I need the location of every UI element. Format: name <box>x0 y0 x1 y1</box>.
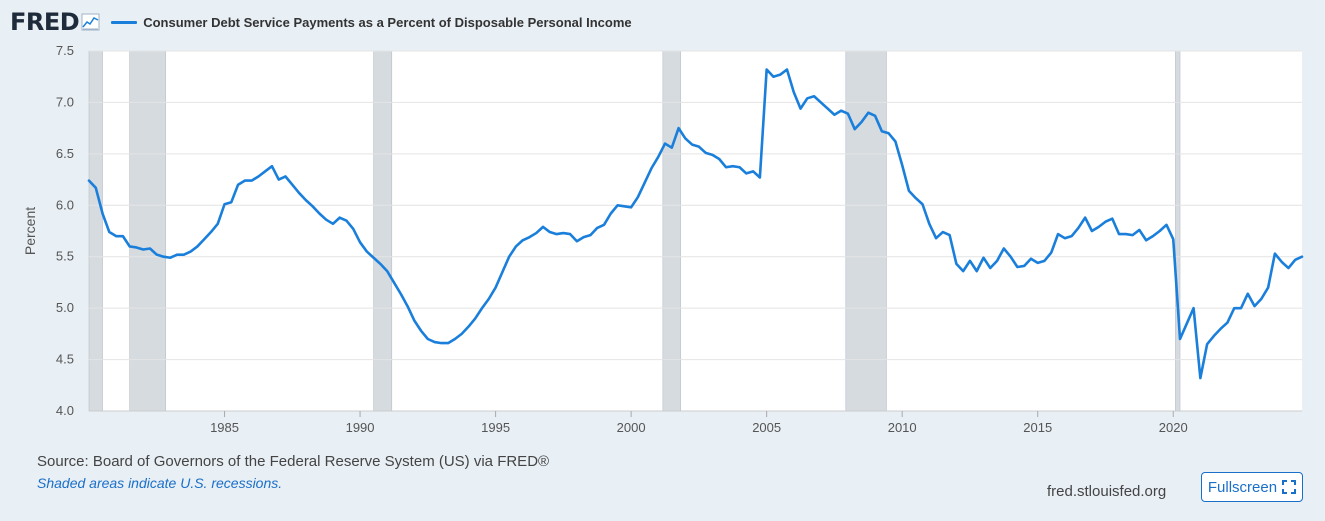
y-tick-label: 7.5 <box>56 43 74 58</box>
recession-band <box>129 50 167 412</box>
x-tick-label: 2005 <box>752 420 781 435</box>
fullscreen-icon <box>1282 480 1297 494</box>
recession-band <box>88 50 103 412</box>
x-tick-label: 2020 <box>1159 420 1188 435</box>
x-tick-label: 1985 <box>210 420 239 435</box>
x-tick-label: 2015 <box>1023 420 1052 435</box>
source-text: Source: Board of Governors of the Federa… <box>37 453 550 470</box>
series-line <box>87 68 1304 380</box>
y-tick-label: 6.0 <box>56 197 74 212</box>
fred-logo[interactable]: FRED <box>10 8 80 36</box>
y-axis-title: Percent <box>22 207 38 255</box>
recession-band <box>662 50 682 412</box>
fullscreen-label: Fullscreen <box>1207 478 1278 496</box>
legend-swatch <box>111 20 138 24</box>
recession-band <box>845 50 887 412</box>
recession-note: Shaded areas indicate U.S. recessions. <box>37 475 283 491</box>
y-tick-label: 4.5 <box>56 352 74 367</box>
y-tick-label: 4.0 <box>56 403 74 418</box>
x-tick-label: 1990 <box>346 420 375 435</box>
x-tick-label: 1995 <box>481 420 510 435</box>
x-tick-label: 2000 <box>617 420 646 435</box>
recession-band <box>1175 50 1181 412</box>
x-tick-label: 2010 <box>888 420 917 435</box>
fred-url[interactable]: fred.stlouisfed.org <box>1047 483 1167 500</box>
y-tick-label: 7.0 <box>56 94 74 109</box>
fred-chart-icon <box>81 13 100 31</box>
y-tick-label: 5.5 <box>56 249 74 264</box>
y-tick-label: 5.0 <box>56 300 74 315</box>
chart-header: FRED Consumer Debt Service Payments as a… <box>10 8 632 36</box>
recession-band <box>373 50 393 412</box>
plot-background <box>89 51 1302 411</box>
fullscreen-button[interactable]: Fullscreen <box>1201 472 1303 502</box>
y-tick-label: 6.5 <box>56 146 74 161</box>
chart-title: Consumer Debt Service Payments as a Perc… <box>143 14 632 30</box>
